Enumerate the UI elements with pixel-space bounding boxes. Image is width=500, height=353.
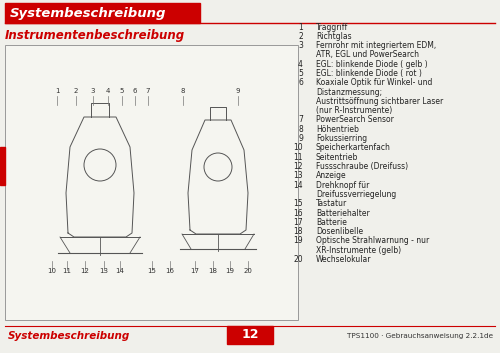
Text: 13: 13 (294, 171, 303, 180)
Text: Koaxiale Optik für Winkel- und: Koaxiale Optik für Winkel- und (316, 78, 432, 87)
Text: Instrumentenbeschreibung: Instrumentenbeschreibung (5, 30, 185, 42)
Text: 5: 5 (120, 88, 124, 94)
Text: 7: 7 (146, 88, 150, 94)
Text: Anzeige: Anzeige (316, 171, 346, 180)
Text: Höhentrieb: Höhentrieb (316, 125, 359, 134)
Text: Dosenlibelle: Dosenlibelle (316, 227, 363, 236)
Text: 1: 1 (298, 23, 303, 31)
Text: Batteriehalter: Batteriehalter (316, 209, 370, 217)
Text: Drehknopf für: Drehknopf für (316, 181, 370, 190)
Text: Fussschraube (Dreifuss): Fussschraube (Dreifuss) (316, 162, 408, 171)
Text: ATR, EGL und PowerSearch: ATR, EGL und PowerSearch (316, 50, 419, 59)
Text: 3: 3 (91, 88, 95, 94)
Text: 9: 9 (236, 88, 240, 94)
Text: Seitentrieb: Seitentrieb (316, 153, 358, 162)
Text: 20: 20 (294, 255, 303, 264)
Text: Wechselokular: Wechselokular (316, 255, 372, 264)
Text: EGL: blinkende Diode ( rot ): EGL: blinkende Diode ( rot ) (316, 69, 422, 78)
Text: 12: 12 (80, 268, 90, 274)
Text: 19: 19 (226, 268, 234, 274)
Text: EGL: blinkende Diode ( gelb ): EGL: blinkende Diode ( gelb ) (316, 60, 428, 69)
Text: 3: 3 (298, 41, 303, 50)
Text: Systembeschreibung: Systembeschreibung (10, 6, 166, 19)
Text: 1: 1 (55, 88, 60, 94)
Text: 7: 7 (298, 115, 303, 125)
Text: 20: 20 (244, 268, 252, 274)
Text: 18: 18 (208, 268, 218, 274)
Text: Fernrohr mit integriertem EDM,: Fernrohr mit integriertem EDM, (316, 41, 436, 50)
Text: 11: 11 (294, 153, 303, 162)
Text: Richtglas: Richtglas (316, 32, 352, 41)
Text: 4: 4 (106, 88, 110, 94)
Bar (0, 147, 5, 185)
Text: 16: 16 (294, 209, 303, 217)
Text: Austrittsöffnung sichtbarer Laser: Austrittsöffnung sichtbarer Laser (316, 97, 444, 106)
Text: (nur R-Instrumente): (nur R-Instrumente) (316, 106, 392, 115)
Text: 6: 6 (133, 88, 137, 94)
Text: 19: 19 (294, 237, 303, 245)
Text: 16: 16 (166, 268, 174, 274)
Text: 11: 11 (62, 268, 72, 274)
Bar (5, 3, 200, 23)
Bar (5, 45, 298, 320)
Text: Batterie: Batterie (316, 218, 347, 227)
Text: 9: 9 (298, 134, 303, 143)
Text: Distanzmessung;: Distanzmessung; (316, 88, 382, 97)
Text: 6: 6 (298, 78, 303, 87)
Text: Fokussierring: Fokussierring (316, 134, 367, 143)
Text: 14: 14 (116, 268, 124, 274)
Text: 8: 8 (181, 88, 185, 94)
Text: 4: 4 (298, 60, 303, 69)
Text: 14: 14 (294, 181, 303, 190)
Text: Optische Strahlwarnung - nur: Optische Strahlwarnung - nur (316, 237, 429, 245)
Text: Speicherkartenfach: Speicherkartenfach (316, 143, 391, 152)
Text: 15: 15 (148, 268, 156, 274)
Text: Systembeschreibung: Systembeschreibung (8, 331, 130, 341)
Text: 2: 2 (74, 88, 78, 94)
Text: 17: 17 (294, 218, 303, 227)
Text: 18: 18 (294, 227, 303, 236)
Text: Traggriff: Traggriff (316, 23, 348, 31)
Text: 17: 17 (190, 268, 200, 274)
Text: XR-Instrumente (gelb): XR-Instrumente (gelb) (316, 246, 401, 255)
Bar (227, 326, 273, 344)
Text: TPS1100 · Gebrauchsanweisung 2.2.1de: TPS1100 · Gebrauchsanweisung 2.2.1de (347, 333, 493, 339)
Text: PowerSearch Sensor: PowerSearch Sensor (316, 115, 394, 125)
Text: 13: 13 (100, 268, 108, 274)
Text: 10: 10 (294, 143, 303, 152)
Text: 8: 8 (298, 125, 303, 134)
Text: 10: 10 (48, 268, 56, 274)
Text: 2: 2 (298, 32, 303, 41)
Text: 12: 12 (294, 162, 303, 171)
Text: 15: 15 (294, 199, 303, 208)
Text: 12: 12 (241, 329, 259, 341)
Text: Dreifussverriegelung: Dreifussverriegelung (316, 190, 396, 199)
Text: Tastatur: Tastatur (316, 199, 347, 208)
Text: 5: 5 (298, 69, 303, 78)
